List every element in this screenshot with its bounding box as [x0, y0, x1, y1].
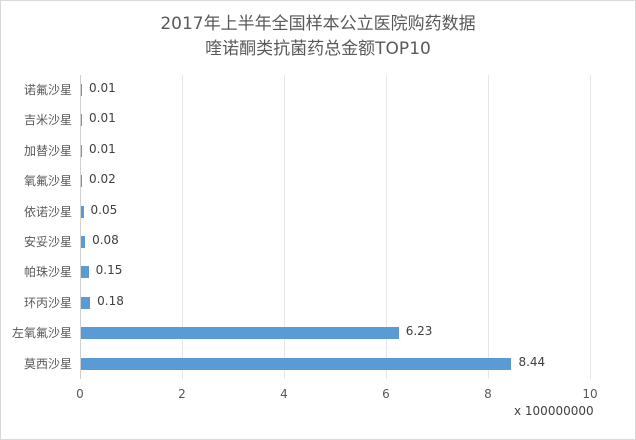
bar	[81, 327, 399, 340]
category-label: 诺氟沙星	[23, 83, 72, 97]
value-label: 0.08	[92, 233, 119, 247]
bar	[81, 357, 512, 370]
bar	[81, 84, 82, 96]
bar	[81, 205, 84, 218]
value-label: 8.44	[518, 354, 546, 369]
bar-row: 氧氟沙星 0.02	[24, 166, 590, 196]
bar	[81, 266, 89, 279]
bar	[81, 236, 86, 248]
x-tick-label: 4	[280, 387, 288, 401]
x-tick-label: 2	[178, 387, 186, 401]
gridline	[488, 75, 489, 379]
gridline	[284, 75, 285, 379]
gridline	[590, 75, 591, 379]
chart-title-line1: 2017年上半年全国样本公立医院购药数据	[160, 14, 476, 34]
category-label: 氧氟沙星	[23, 174, 72, 189]
value-label: 0.18	[97, 293, 124, 308]
chart-title-line2: 喹诺酮类抗菌药总金额TOP10	[205, 39, 431, 59]
category-label: 左氧氟沙星	[11, 326, 72, 341]
bar-row: 左氧氟沙星 6.23	[12, 318, 590, 348]
value-label: 0.01	[89, 141, 116, 156]
y-axis-line	[80, 75, 81, 379]
plot-area: 0 2 4 6 8 10 诺氟沙星 0.01 吉米沙星 0.01 加替沙星 0.01 氧氟沙星 0.02 依…	[12, 75, 598, 401]
gridline	[386, 75, 387, 379]
bar	[81, 296, 91, 309]
category-label: 帕珠沙星	[23, 265, 72, 280]
bar-row: 莫西沙星 8.44	[24, 349, 590, 379]
value-label: 0.15	[95, 263, 123, 278]
bar-row: 环丙沙星 0.18	[24, 288, 590, 318]
bar-row: 帕珠沙星 0.15	[24, 257, 590, 287]
value-label: 0.01	[89, 111, 116, 126]
value-label: 0.02	[89, 172, 116, 187]
bar-row: 依诺沙星 0.05	[24, 197, 590, 227]
value-label: 6.23	[405, 324, 433, 339]
bar-row: 安妥沙星 0.08	[24, 227, 590, 257]
category-label: 安妥沙星	[23, 235, 72, 249]
bar	[81, 175, 83, 188]
bar	[81, 114, 82, 127]
bar	[81, 144, 82, 157]
category-label: 莫西沙星	[23, 356, 72, 371]
bar-row: 诺氟沙星 0.01	[24, 75, 590, 105]
x-axis-unit-label: x 100000000	[514, 404, 594, 418]
category-label: 吉米沙星	[23, 113, 72, 128]
value-label: 0.05	[90, 202, 118, 217]
bar-row: 加替沙星 0.01	[24, 136, 590, 166]
x-tick-label: 10	[582, 387, 598, 401]
category-label: 依诺沙星	[23, 204, 72, 219]
value-label: 0.01	[89, 81, 116, 95]
gridline	[182, 75, 183, 379]
x-tick-label: 0	[76, 387, 84, 401]
category-label: 加替沙星	[23, 143, 72, 158]
x-tick-label: 6	[382, 387, 390, 401]
bar-row: 吉米沙星 0.01	[24, 105, 590, 135]
x-tick-label: 8	[484, 387, 492, 401]
category-label: 环丙沙星	[23, 295, 72, 310]
